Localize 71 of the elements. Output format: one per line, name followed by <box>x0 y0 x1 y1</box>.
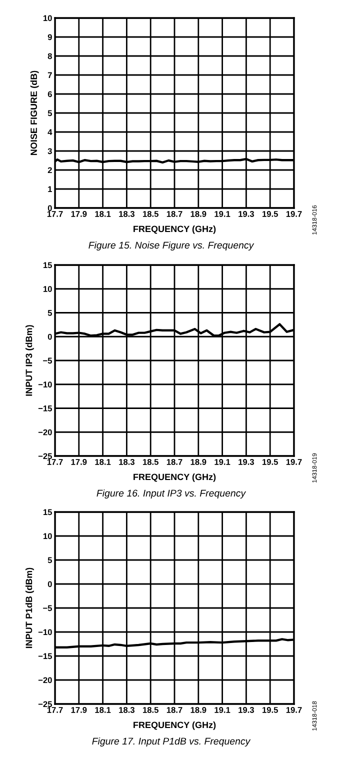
y-axis-title: NOISE FIGURE (dB) <box>30 70 39 156</box>
y-tick-label: 6 <box>48 91 52 98</box>
x-tick-label: 18.1 <box>95 211 111 217</box>
x-tick-label: 18.5 <box>143 707 158 713</box>
y-tick-label: −5 <box>43 605 52 612</box>
y-tick-label: 10 <box>43 286 52 292</box>
y-tick-label: 7 <box>48 72 52 78</box>
x-axis-title: FREQUENCY (GHz) <box>134 225 216 234</box>
y-tick-label: 2 <box>48 167 52 174</box>
x-tick-label: 19.1 <box>214 459 230 465</box>
x-tick-label: 19.3 <box>238 459 254 465</box>
x-tick-label: 18.7 <box>166 707 182 713</box>
y-tick-label: 8 <box>48 53 52 60</box>
x-tick-label: 18.1 <box>95 707 111 713</box>
y-tick-label: −15 <box>38 406 52 412</box>
y-tick-label: 0 <box>48 334 52 340</box>
x-axis-title: FREQUENCY (GHz) <box>134 721 216 730</box>
x-tick-label: 19.3 <box>238 707 254 713</box>
x-tick-label: 18.3 <box>119 459 135 465</box>
y-tick-label: 15 <box>43 262 52 268</box>
y-tick-label: 10 <box>43 15 52 22</box>
y-tick-label: 0 <box>48 205 52 212</box>
y-tick-label: 5 <box>48 110 52 116</box>
y-tick-label: 4 <box>48 129 52 136</box>
x-tick-label: 19.5 <box>262 211 278 217</box>
y-tick-label: 5 <box>48 310 52 316</box>
y-tick-label: 3 <box>48 148 52 154</box>
x-tick-label: 18.7 <box>166 459 182 465</box>
y-tick-label: −25 <box>38 701 52 708</box>
y-tick-label: −20 <box>38 429 52 436</box>
x-tick-label: 19.3 <box>238 211 254 217</box>
x-tick-label: 18.3 <box>119 211 135 217</box>
x-tick-label: 18.9 <box>190 459 206 465</box>
x-tick-label: 19.7 <box>286 459 302 465</box>
x-tick-label: 19.7 <box>286 707 302 713</box>
x-tick-label: 19.5 <box>262 707 278 713</box>
text: Figure 16. Input IP3 vs. Frequency <box>96 489 246 499</box>
y-tick-label: 9 <box>48 34 52 40</box>
y-tick-label: −10 <box>38 629 52 636</box>
x-tick-label: 17.7 <box>47 459 63 465</box>
y-axis-title: INPUT IP3 (dBm) <box>26 325 34 396</box>
x-tick-label: 19.5 <box>262 459 278 465</box>
x-tick-label: 17.7 <box>47 211 63 217</box>
y-tick-label: 1 <box>48 186 52 192</box>
x-tick-label: 19.7 <box>286 211 302 217</box>
y-tick-label: 5 <box>48 557 52 564</box>
x-axis-title: FREQUENCY (GHz) <box>134 473 216 482</box>
x-tick-label: 19.1 <box>214 211 230 217</box>
y-axis-title: INPUT P1dB (dBm) <box>26 568 34 648</box>
y-tick-label: −20 <box>38 677 52 684</box>
x-tick-label: 18.5 <box>143 211 158 217</box>
x-tick-label: 18.5 <box>143 459 158 465</box>
y-tick-label: 10 <box>43 533 52 540</box>
x-tick-label: 18.9 <box>190 211 206 217</box>
text: Figure 15. Noise Figure vs. Frequency <box>88 241 254 251</box>
x-tick-label: 18.9 <box>190 707 206 713</box>
x-tick-label: 19.1 <box>214 707 230 713</box>
x-tick-label: 17.9 <box>71 211 87 217</box>
y-tick-label: −25 <box>38 453 52 460</box>
x-tick-label: 17.9 <box>71 459 87 465</box>
x-tick-label: 17.9 <box>71 707 87 713</box>
x-tick-label: 18.1 <box>95 459 111 465</box>
y-tick-label: 15 <box>43 509 52 516</box>
text: Figure 17. Input P1dB vs. Frequency <box>92 737 251 747</box>
y-tick-label: −5 <box>43 358 52 364</box>
x-tick-label: 18.3 <box>119 707 135 713</box>
y-tick-label: −10 <box>38 382 52 388</box>
x-tick-label: 18.7 <box>166 211 182 217</box>
y-tick-label: −15 <box>38 653 52 660</box>
x-tick-label: 17.7 <box>47 707 63 713</box>
y-tick-label: 0 <box>48 581 52 588</box>
